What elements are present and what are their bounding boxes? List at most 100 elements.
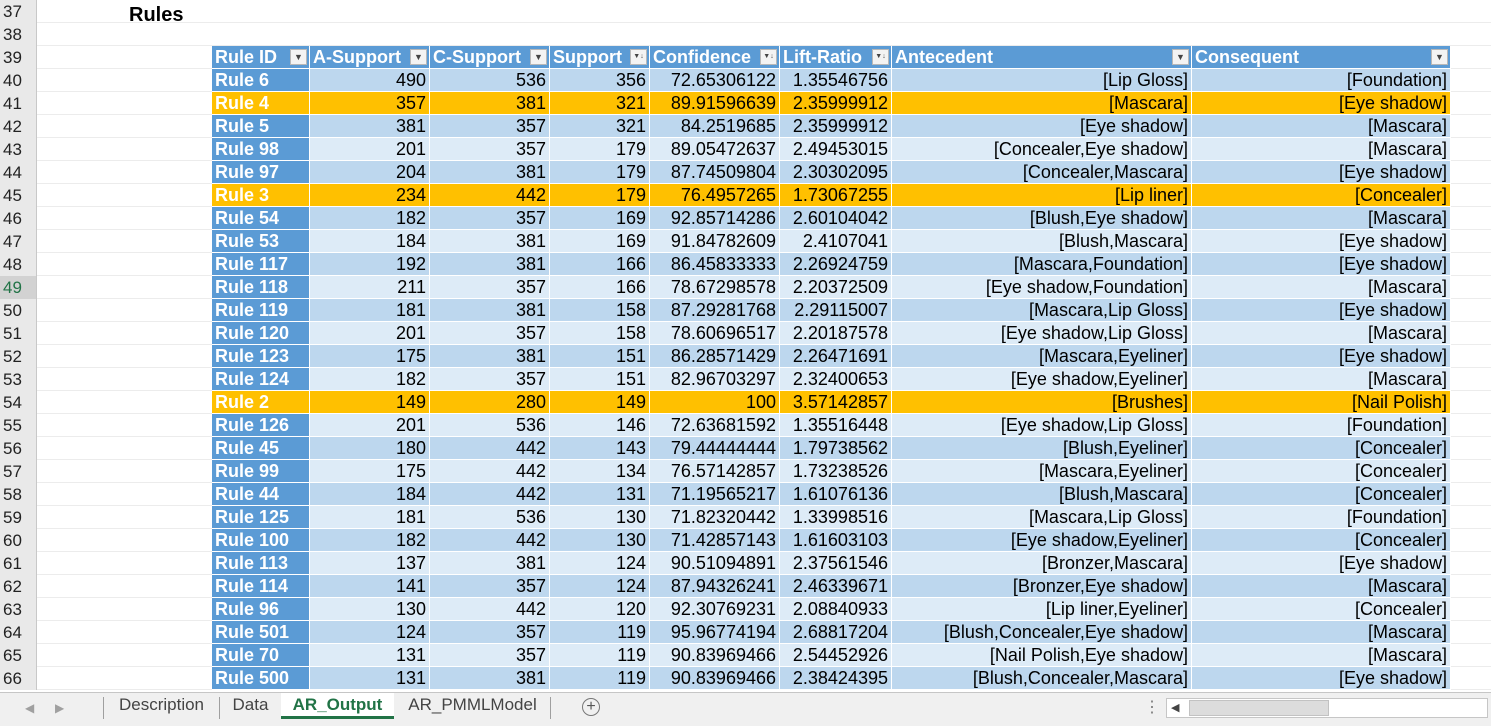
cell-confidence[interactable]: 78.67298578 bbox=[650, 276, 780, 299]
row-number[interactable]: 47 bbox=[0, 230, 37, 253]
cell-confidence[interactable]: 90.83969466 bbox=[650, 667, 780, 690]
cell-c-support[interactable]: 357 bbox=[430, 276, 550, 299]
cell-consequent[interactable]: [Eye shadow] bbox=[1192, 230, 1451, 253]
cell-support[interactable]: 169 bbox=[550, 207, 650, 230]
cell-consequent[interactable]: [Foundation] bbox=[1192, 69, 1451, 92]
cell-consequent[interactable]: [Eye shadow] bbox=[1192, 667, 1451, 690]
cell-lift-ratio[interactable]: 1.73067255 bbox=[780, 184, 892, 207]
cell-antecedent[interactable]: [Mascara,Lip Gloss] bbox=[892, 506, 1192, 529]
cell-confidence[interactable]: 92.85714286 bbox=[650, 207, 780, 230]
cell-a-support[interactable]: 184 bbox=[310, 483, 430, 506]
cell-a-support[interactable]: 234 bbox=[310, 184, 430, 207]
tab-description[interactable]: Description bbox=[118, 695, 205, 714]
cell-confidence[interactable]: 100 bbox=[650, 391, 780, 414]
cell-lift-ratio[interactable]: 2.20187578 bbox=[780, 322, 892, 345]
cell-a-support[interactable]: 490 bbox=[310, 69, 430, 92]
row-number[interactable]: 45 bbox=[0, 184, 37, 207]
cell-rule-id[interactable]: Rule 117 bbox=[212, 253, 310, 276]
cell-consequent[interactable]: [Eye shadow] bbox=[1192, 345, 1451, 368]
cell-support[interactable]: 146 bbox=[550, 414, 650, 437]
cell-confidence[interactable]: 71.19565217 bbox=[650, 483, 780, 506]
cell-support[interactable]: 166 bbox=[550, 276, 650, 299]
cell-support[interactable]: 179 bbox=[550, 138, 650, 161]
column-header-antecedent[interactable]: Antecedent ▼ bbox=[892, 46, 1192, 69]
cell-rule-id[interactable]: Rule 2 bbox=[212, 391, 310, 414]
row-number[interactable]: 51 bbox=[0, 322, 37, 345]
column-header-support[interactable]: Support ▼↓ bbox=[550, 46, 650, 69]
cell-consequent[interactable]: [Concealer] bbox=[1192, 529, 1451, 552]
cell-confidence[interactable]: 87.74509804 bbox=[650, 161, 780, 184]
cell-lift-ratio[interactable]: 2.30302095 bbox=[780, 161, 892, 184]
cell-consequent[interactable]: [Mascara] bbox=[1192, 138, 1451, 161]
row-number[interactable]: 65 bbox=[0, 644, 37, 667]
row-number[interactable]: 60 bbox=[0, 529, 37, 552]
cell-confidence[interactable]: 71.42857143 bbox=[650, 529, 780, 552]
cell-confidence[interactable]: 71.82320442 bbox=[650, 506, 780, 529]
cell-c-support[interactable]: 442 bbox=[430, 460, 550, 483]
cell-support[interactable]: 134 bbox=[550, 460, 650, 483]
cell-lift-ratio[interactable]: 2.4107041 bbox=[780, 230, 892, 253]
dropdown-icon[interactable]: ▼ bbox=[1431, 49, 1448, 65]
cell-support[interactable]: 179 bbox=[550, 161, 650, 184]
row-number[interactable]: 52 bbox=[0, 345, 37, 368]
row-number[interactable]: 61 bbox=[0, 552, 37, 575]
cell-c-support[interactable]: 357 bbox=[430, 138, 550, 161]
row-number[interactable]: 62 bbox=[0, 575, 37, 598]
cell-consequent[interactable]: [Mascara] bbox=[1192, 575, 1451, 598]
cell-confidence[interactable]: 87.94326241 bbox=[650, 575, 780, 598]
cell-rule-id[interactable]: Rule 5 bbox=[212, 115, 310, 138]
cell-consequent[interactable]: [Eye shadow] bbox=[1192, 552, 1451, 575]
cell-confidence[interactable]: 72.63681592 bbox=[650, 414, 780, 437]
cell-rule-id[interactable]: Rule 97 bbox=[212, 161, 310, 184]
cell-c-support[interactable]: 442 bbox=[430, 529, 550, 552]
cell-consequent[interactable]: [Concealer] bbox=[1192, 460, 1451, 483]
cell-rule-id[interactable]: Rule 125 bbox=[212, 506, 310, 529]
cell-support[interactable]: 149 bbox=[550, 391, 650, 414]
cell-c-support[interactable]: 357 bbox=[430, 207, 550, 230]
cell-rule-id[interactable]: Rule 126 bbox=[212, 414, 310, 437]
chevron-left-icon[interactable]: ◀ bbox=[25, 701, 35, 715]
cell-a-support[interactable]: 201 bbox=[310, 414, 430, 437]
ellipsis-icon[interactable]: ⋮ bbox=[1144, 699, 1161, 716]
cell-antecedent[interactable]: [Lip Gloss] bbox=[892, 69, 1192, 92]
cell-c-support[interactable]: 442 bbox=[430, 483, 550, 506]
cell-c-support[interactable]: 381 bbox=[430, 345, 550, 368]
cell-support[interactable]: 124 bbox=[550, 575, 650, 598]
cell-c-support[interactable]: 357 bbox=[430, 644, 550, 667]
cell-c-support[interactable]: 381 bbox=[430, 92, 550, 115]
cell-rule-id[interactable]: Rule 123 bbox=[212, 345, 310, 368]
row-number[interactable]: 42 bbox=[0, 115, 37, 138]
cell-a-support[interactable]: 149 bbox=[310, 391, 430, 414]
cell-antecedent[interactable]: [Eye shadow,Lip Gloss] bbox=[892, 322, 1192, 345]
cell-support[interactable]: 119 bbox=[550, 644, 650, 667]
cell-rule-id[interactable]: Rule 100 bbox=[212, 529, 310, 552]
row-number[interactable]: 48 bbox=[0, 253, 37, 276]
row-number[interactable]: 55 bbox=[0, 414, 37, 437]
cell-support[interactable]: 166 bbox=[550, 253, 650, 276]
cell-support[interactable]: 120 bbox=[550, 598, 650, 621]
cell-antecedent[interactable]: [Eye shadow] bbox=[892, 115, 1192, 138]
scrollbar-thumb[interactable] bbox=[1189, 700, 1329, 716]
cell-consequent[interactable]: [Mascara] bbox=[1192, 207, 1451, 230]
cell-antecedent[interactable]: [Mascara] bbox=[892, 92, 1192, 115]
cell-c-support[interactable]: 536 bbox=[430, 506, 550, 529]
cell-lift-ratio[interactable]: 2.49453015 bbox=[780, 138, 892, 161]
cell-lift-ratio[interactable]: 3.57142857 bbox=[780, 391, 892, 414]
cell-lift-ratio[interactable]: 2.46339671 bbox=[780, 575, 892, 598]
cell-a-support[interactable]: 182 bbox=[310, 207, 430, 230]
cell-confidence[interactable]: 92.30769231 bbox=[650, 598, 780, 621]
column-header-rule-id[interactable]: Rule ID ▼ bbox=[212, 46, 310, 69]
cell-c-support[interactable]: 357 bbox=[430, 115, 550, 138]
cell-rule-id[interactable]: Rule 98 bbox=[212, 138, 310, 161]
cell-rule-id[interactable]: Rule 114 bbox=[212, 575, 310, 598]
cell-antecedent[interactable]: [Mascara,Lip Gloss] bbox=[892, 299, 1192, 322]
cell-confidence[interactable]: 89.05472637 bbox=[650, 138, 780, 161]
column-header-confidence[interactable]: Confidence ▼↓ bbox=[650, 46, 780, 69]
row-number[interactable]: 59 bbox=[0, 506, 37, 529]
cell-a-support[interactable]: 201 bbox=[310, 322, 430, 345]
cell-confidence[interactable]: 78.60696517 bbox=[650, 322, 780, 345]
cell-rule-id[interactable]: Rule 45 bbox=[212, 437, 310, 460]
cell-lift-ratio[interactable]: 1.33998516 bbox=[780, 506, 892, 529]
row-number[interactable]: 53 bbox=[0, 368, 37, 391]
cell-lift-ratio[interactable]: 2.60104042 bbox=[780, 207, 892, 230]
